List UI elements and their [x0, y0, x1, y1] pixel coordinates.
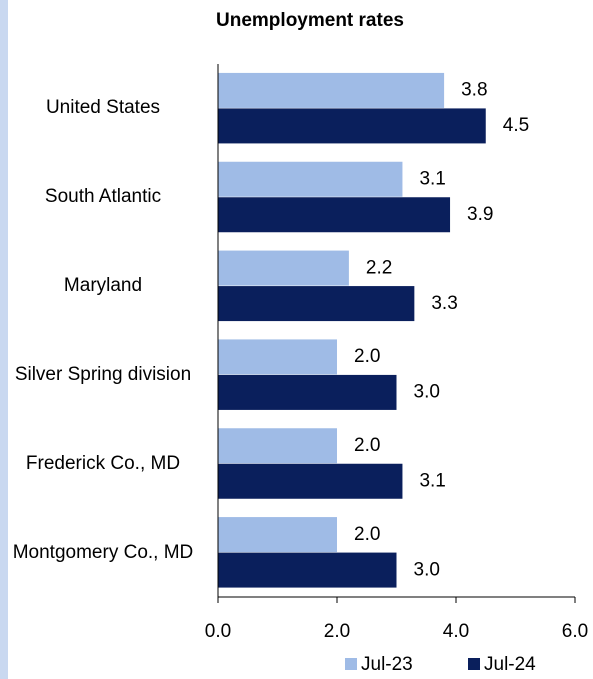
category-label: United States [45, 97, 161, 119]
bar [218, 374, 397, 410]
data-label: 2.0 [354, 435, 380, 456]
x-tick-label: 0.0 [205, 621, 231, 642]
data-label: 3.3 [431, 293, 457, 314]
data-label: 3.1 [419, 471, 445, 492]
bar [218, 552, 397, 588]
x-tick-label: 2.0 [324, 621, 350, 642]
bar [218, 339, 337, 375]
bar [218, 428, 337, 464]
data-label: 2.0 [354, 524, 380, 545]
bar [218, 463, 403, 499]
data-label: 3.8 [461, 80, 487, 101]
bar [218, 286, 415, 322]
legend-swatch [468, 658, 480, 670]
data-label: 3.0 [414, 382, 440, 403]
category-label: Silver Spring division [14, 363, 192, 385]
category-label: Montgomery Co., MD [12, 541, 194, 563]
legend-label: Jul-23 [361, 654, 413, 675]
x-tick-label: 4.0 [443, 621, 469, 642]
data-label: 2.2 [366, 257, 392, 278]
data-label: 4.5 [503, 115, 529, 136]
bar [218, 197, 451, 233]
data-label: 3.9 [467, 204, 493, 225]
bar [218, 161, 403, 197]
category-label: Maryland [63, 275, 143, 297]
category-label: Frederick Co., MD [25, 452, 181, 474]
bar [218, 72, 445, 108]
side-strip [0, 0, 8, 679]
legend-swatch [345, 658, 357, 670]
x-tick-label: 6.0 [562, 621, 588, 642]
bar [218, 250, 349, 286]
legend-label: Jul-24 [484, 654, 536, 675]
data-label: 2.0 [354, 346, 380, 367]
bar [218, 108, 486, 144]
bar [218, 517, 337, 553]
data-label: 3.1 [419, 169, 445, 190]
category-label: South Atlantic [44, 186, 162, 208]
chart-title: Unemployment rates [216, 10, 404, 31]
data-label: 3.0 [414, 559, 440, 580]
